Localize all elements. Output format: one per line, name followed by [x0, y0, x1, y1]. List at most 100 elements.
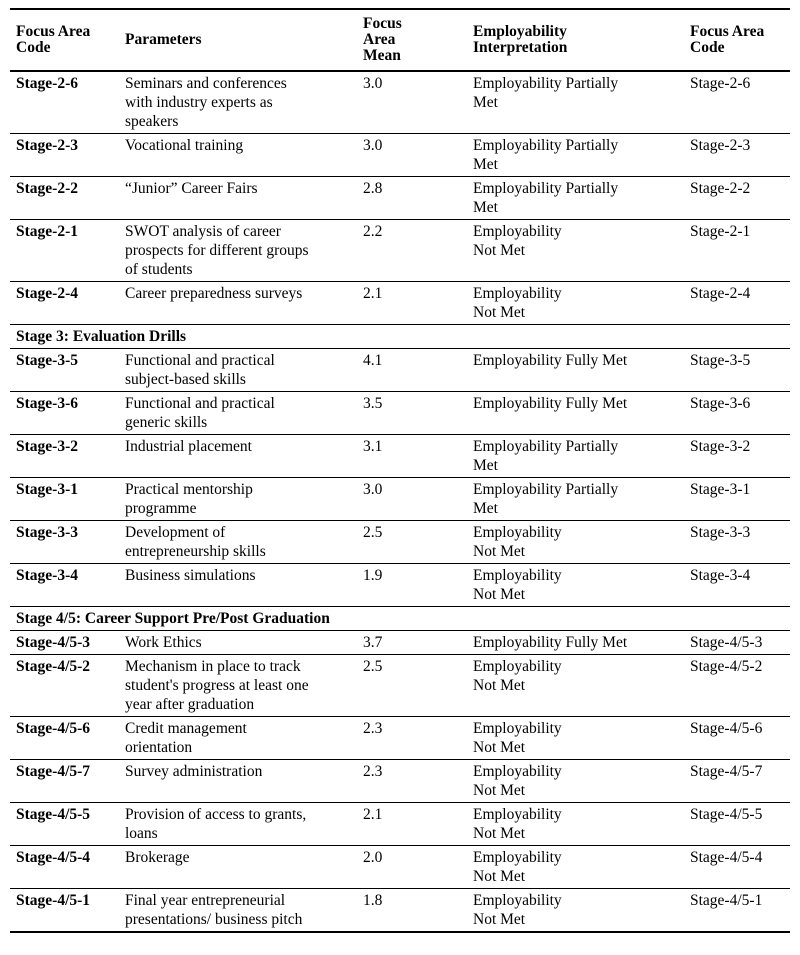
cell-parameters: Mechanism in place to track student's pr… [125, 654, 363, 717]
cell-focus-area-code: Stage-3-3 [10, 520, 125, 564]
cell-parameters: Vocational training [125, 133, 363, 177]
cell-interpretation: Employability Not Met [473, 219, 690, 282]
cell-focus-area-code: Stage-4/5-1 [10, 888, 125, 932]
cell-mean: 3.0 [363, 477, 473, 521]
cell-focus-area-code-right: Stage-3-3 [690, 520, 790, 564]
employability-focus-area-table: Focus Area Code Parameters Focus Area Me… [10, 8, 790, 933]
cell-interpretation: Employability Partially Met [473, 70, 690, 134]
cell-focus-area-code: Stage-3-4 [10, 563, 125, 607]
cell-interpretation: Employability Not Met [473, 759, 690, 803]
cell-interpretation: Employability Partially Met [473, 133, 690, 177]
cell-interpretation: Employability Not Met [473, 802, 690, 846]
cell-interpretation: Employability Not Met [473, 520, 690, 564]
cell-mean: 3.0 [363, 70, 473, 134]
table-header-row: Focus Area Code Parameters Focus Area Me… [10, 9, 790, 72]
table-row: Stage-3-1 Practical mentorship programme 3… [10, 477, 790, 521]
cell-parameters: Credit management orientation [125, 716, 363, 760]
cell-focus-area-code: Stage-4/5-4 [10, 845, 125, 889]
cell-parameters: Practical mentorship programme [125, 477, 363, 521]
table-row: Stage-2-1 SWOT analysis of career prospec… [10, 219, 790, 282]
cell-focus-area-code-right: Stage-3-1 [690, 477, 790, 521]
cell-parameters: Seminars and conferences with industry e… [125, 70, 363, 134]
table-row: Stage-4/5-2 Mechanism in place to track s… [10, 654, 790, 717]
cell-parameters: Work Ethics [125, 630, 363, 655]
cell-focus-area-code: Stage-3-1 [10, 477, 125, 521]
cell-interpretation: Employability Not Met [473, 845, 690, 889]
cell-focus-area-code-right: Stage-2-6 [690, 70, 790, 134]
cell-mean: 3.1 [363, 434, 473, 478]
cell-focus-area-code-right: Stage-4/5-6 [690, 716, 790, 760]
table-row: Stage-3-2 Industrial placement 3.1 Employab… [10, 434, 790, 478]
cell-focus-area-code-right: Stage-2-1 [690, 219, 790, 282]
cell-focus-area-code-right: Stage-3-6 [690, 391, 790, 435]
cell-focus-area-code-right: Stage-3-5 [690, 348, 790, 392]
cell-interpretation: Employability Not Met [473, 281, 690, 325]
cell-mean: 2.2 [363, 219, 473, 282]
cell-interpretation: Employability Partially Met [473, 477, 690, 521]
cell-focus-area-code-right: Stage-4/5-2 [690, 654, 790, 717]
cell-focus-area-code: Stage-2-6 [10, 70, 125, 134]
cell-mean: 2.1 [363, 281, 473, 325]
column-header-parameters: Parameters [125, 9, 363, 72]
cell-mean: 2.3 [363, 716, 473, 760]
cell-interpretation: Employability Not Met [473, 716, 690, 760]
column-header-focus-area-mean: Focus Area Mean [363, 9, 473, 72]
table-row: Stage-3-4 Business simulations 1.9 Employab… [10, 563, 790, 607]
cell-mean: 2.8 [363, 176, 473, 220]
section-header-label: Stage 4/5: Career Support Pre/Post Gradu… [10, 606, 790, 631]
cell-parameters: SWOT analysis of career prospects for di… [125, 219, 363, 282]
cell-focus-area-code-right: Stage-4/5-5 [690, 802, 790, 846]
cell-parameters: Functional and practical generic skills [125, 391, 363, 435]
cell-focus-area-code: Stage-3-6 [10, 391, 125, 435]
column-header-focus-area-code-right: Focus Area Code [690, 9, 790, 72]
cell-focus-area-code-right: Stage-3-4 [690, 563, 790, 607]
cell-focus-area-code-right: Stage-4/5-3 [690, 630, 790, 655]
cell-mean: 3.7 [363, 630, 473, 655]
table-row: Stage-2-3 Vocational training 3.0 Employabi… [10, 133, 790, 177]
cell-interpretation: Employability Fully Met [473, 630, 690, 655]
table-row: Stage-3-3 Development of entrepreneurship… [10, 520, 790, 564]
cell-focus-area-code: Stage-3-2 [10, 434, 125, 478]
cell-interpretation: Employability Partially Met [473, 434, 690, 478]
table-row: Stage-4/5-6 Credit management orientation… [10, 716, 790, 760]
section-header-row: Stage 4/5: Career Support Pre/Post Gradu… [10, 606, 790, 631]
cell-focus-area-code: Stage-4/5-6 [10, 716, 125, 760]
cell-focus-area-code-right: Stage-2-4 [690, 281, 790, 325]
cell-focus-area-code: Stage-3-5 [10, 348, 125, 392]
cell-parameters: Survey administration [125, 759, 363, 803]
cell-focus-area-code: Stage-4/5-2 [10, 654, 125, 717]
cell-focus-area-code: Stage-4/5-7 [10, 759, 125, 803]
cell-parameters: Final year entrepreneurial presentations… [125, 888, 363, 932]
table-row: Stage-4/5-7 Survey administration 2.3 Emplo… [10, 759, 790, 803]
section-header-row: Stage 3: Evaluation Drills [10, 324, 790, 349]
cell-focus-area-code-right: Stage-4/5-7 [690, 759, 790, 803]
cell-mean: 1.8 [363, 888, 473, 932]
cell-parameters: Business simulations [125, 563, 363, 607]
cell-focus-area-code: Stage-2-2 [10, 176, 125, 220]
cell-mean: 2.5 [363, 654, 473, 717]
cell-focus-area-code: Stage-4/5-3 [10, 630, 125, 655]
cell-interpretation: Employability Not Met [473, 654, 690, 717]
cell-mean: 2.5 [363, 520, 473, 564]
cell-parameters: Development of entrepreneurship skills [125, 520, 363, 564]
cell-mean: 3.5 [363, 391, 473, 435]
column-header-employability-interpretation: Employability Interpretation [473, 9, 690, 72]
cell-interpretation: Employability Fully Met [473, 348, 690, 392]
section-header-label: Stage 3: Evaluation Drills [10, 324, 790, 349]
cell-interpretation: Employability Not Met [473, 888, 690, 932]
cell-focus-area-code-right: Stage-3-2 [690, 434, 790, 478]
cell-focus-area-code-right: Stage-4/5-4 [690, 845, 790, 889]
cell-parameters: Functional and practical subject-based s… [125, 348, 363, 392]
cell-mean: 2.1 [363, 802, 473, 846]
cell-parameters: Provision of access to grants, loans [125, 802, 363, 846]
table-row: Stage-4/5-4 Brokerage 2.0 Employability Not… [10, 845, 790, 889]
cell-focus-area-code-right: Stage-2-2 [690, 176, 790, 220]
column-header-focus-area-code: Focus Area Code [10, 9, 125, 72]
cell-focus-area-code: Stage-4/5-5 [10, 802, 125, 846]
cell-interpretation: Employability Partially Met [473, 176, 690, 220]
cell-focus-area-code-right: Stage-4/5-1 [690, 888, 790, 932]
table-row: Stage-3-5 Functional and practical subjec… [10, 348, 790, 392]
cell-parameters: Brokerage [125, 845, 363, 889]
cell-interpretation: Employability Fully Met [473, 391, 690, 435]
cell-focus-area-code-right: Stage-2-3 [690, 133, 790, 177]
